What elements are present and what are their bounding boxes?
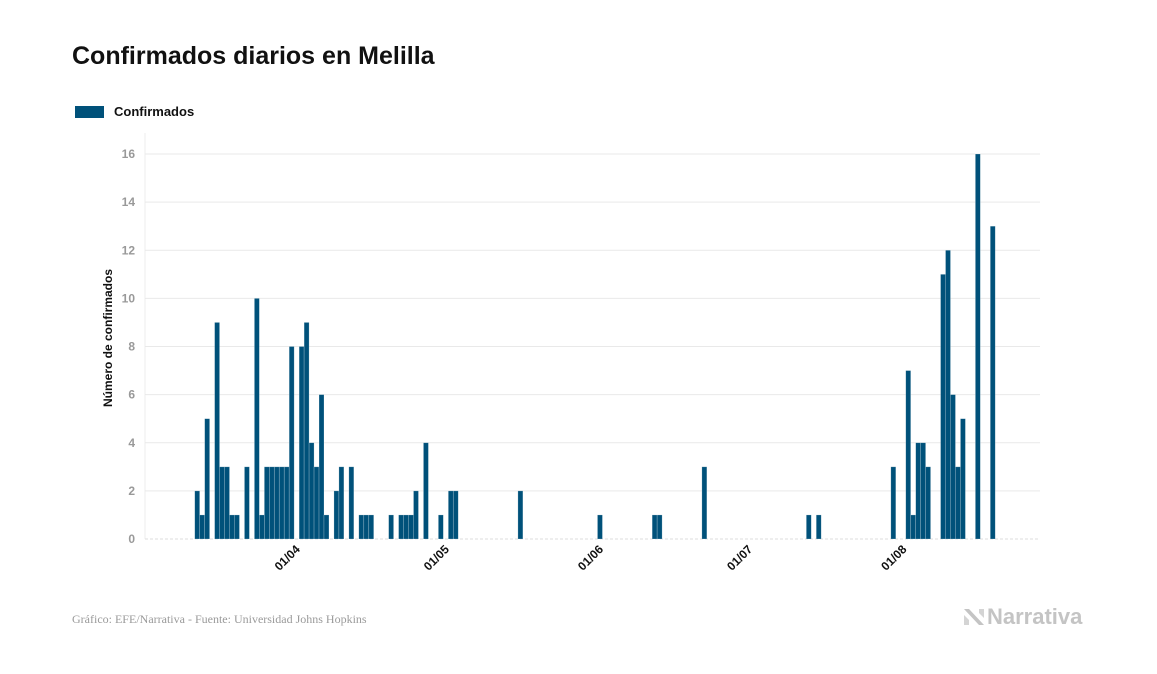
bar-2020-05-17	[517, 490, 524, 540]
bar-2020-06-14	[656, 514, 663, 540]
bar-2020-04-04	[303, 322, 310, 540]
bar-2020-08-11	[945, 249, 951, 540]
bar-2020-08-10	[940, 274, 946, 540]
bar-2020-04-07	[318, 394, 325, 540]
x-tick-label: 01/04	[272, 542, 303, 573]
bar-2020-03-13	[194, 490, 200, 540]
bar-2020-08-12	[950, 394, 956, 540]
bar-2020-07-16	[815, 514, 822, 540]
source-footer: Gráfico: EFE/Narrativa - Fuente: Univers…	[72, 612, 367, 626]
bar-2020-08-05	[915, 442, 921, 540]
bar-2020-04-05	[308, 442, 315, 540]
bar-2020-03-31	[283, 466, 290, 540]
x-tick-label: 01/08	[878, 542, 909, 573]
bar-2020-03-14	[199, 514, 205, 540]
y-tick-label: 8	[128, 340, 135, 354]
legend: Confirmados	[75, 104, 194, 119]
bar-2020-08-20	[989, 225, 996, 540]
bar-2020-04-13	[348, 466, 355, 540]
x-tick-label: 01/07	[724, 542, 755, 573]
bar-2020-06-02	[597, 514, 603, 540]
legend-swatch	[75, 105, 104, 118]
bar-2020-04-11	[338, 466, 345, 540]
bar-2020-06-23	[701, 466, 708, 540]
bar-2020-03-19	[224, 466, 230, 540]
x-tick-label: 01/05	[421, 542, 452, 573]
bar-2020-03-18	[219, 466, 225, 540]
bar-2020-08-07	[925, 466, 931, 540]
bar-2020-03-21	[234, 514, 240, 540]
bar-2020-04-24	[403, 514, 409, 540]
bar-2020-08-14	[960, 418, 966, 540]
bar-2020-04-08	[323, 514, 330, 540]
bar-2020-04-23	[398, 514, 404, 540]
bar-2020-07-14	[806, 514, 812, 540]
y-tick-label: 10	[122, 291, 136, 305]
y-tick-label: 0	[128, 532, 135, 546]
bar-2020-04-03	[298, 346, 305, 540]
legend-label: Confirmados	[114, 104, 195, 119]
bar-2020-04-10	[333, 490, 340, 540]
bar-2020-07-31	[890, 466, 897, 540]
bar-2020-04-06	[313, 466, 320, 540]
x-tick-label: 01/06	[575, 542, 606, 573]
bar-2020-05-03	[448, 490, 454, 540]
bar-2020-05-04	[452, 490, 459, 540]
bar-2020-04-15	[358, 514, 365, 540]
bar-2020-03-28	[269, 466, 275, 540]
bar-2020-08-17	[975, 153, 981, 540]
bar-2020-08-06	[920, 442, 926, 540]
bar-2020-08-04	[910, 514, 916, 540]
y-tick-label: 4	[128, 436, 135, 450]
logo-text: Narrativa	[987, 604, 1083, 629]
bar-2020-03-15	[204, 418, 210, 540]
y-tick-label: 6	[128, 388, 135, 402]
bar-2020-03-30	[278, 466, 285, 540]
bar-2020-04-17	[368, 514, 375, 540]
narrativa-logo: Narrativa	[963, 604, 1082, 630]
narrativa-logo-icon	[964, 609, 984, 625]
bar-2020-04-16	[363, 514, 370, 540]
bar-2020-04-21	[388, 514, 394, 540]
bar-2020-03-26	[259, 514, 265, 540]
bar-2020-05-01	[438, 514, 444, 540]
bar-2020-03-17	[214, 322, 220, 540]
y-axis-label: Número de confirmados	[101, 269, 115, 407]
bar-2020-08-13	[955, 466, 961, 540]
bar-2020-03-20	[229, 514, 235, 540]
bar-2020-04-25	[408, 514, 414, 540]
bar-2020-03-23	[244, 466, 250, 540]
y-tick-label: 12	[122, 243, 136, 257]
y-tick-label: 16	[122, 147, 136, 161]
bar-2020-08-03	[905, 370, 912, 540]
bar-2020-03-25	[254, 298, 260, 540]
y-tick-label: 14	[122, 195, 136, 209]
bar-2020-03-27	[264, 466, 270, 540]
bar-2020-03-29	[273, 466, 280, 540]
chart-title: Confirmados diarios en Melilla	[72, 42, 435, 70]
bar-2020-06-13	[651, 514, 658, 540]
y-tick-label: 2	[128, 484, 135, 498]
bar-2020-04-26	[413, 490, 419, 540]
bar-2020-04-28	[423, 442, 429, 540]
bar-2020-04-01	[288, 346, 295, 540]
